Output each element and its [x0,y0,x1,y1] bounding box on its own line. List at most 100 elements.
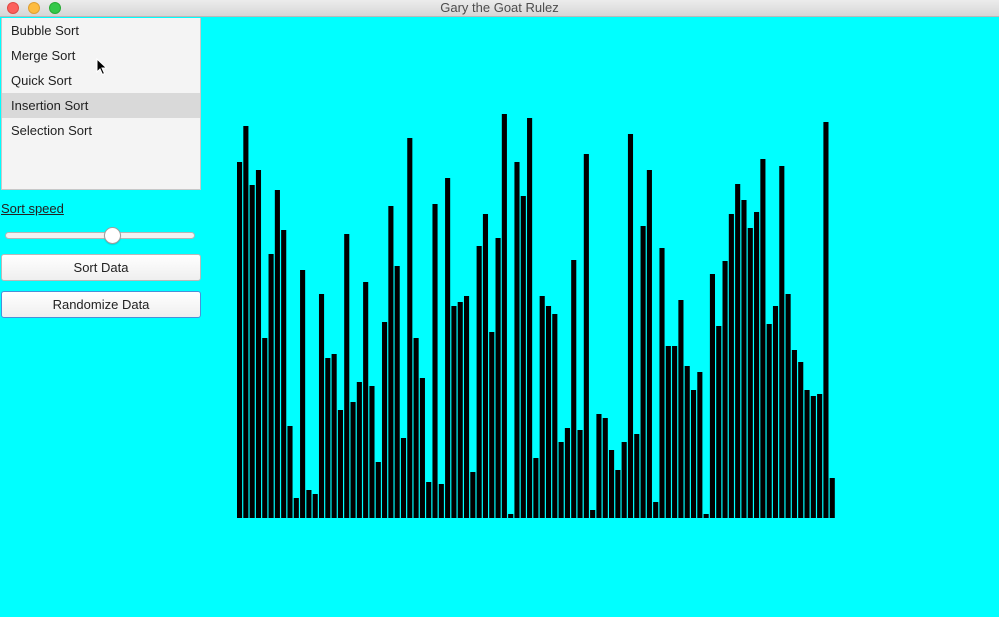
randomize-data-button[interactable]: Randomize Data [1,291,201,318]
minimize-window-button[interactable] [28,2,40,14]
sort-speed-slider-thumb[interactable] [103,227,121,244]
data-bar [394,266,400,518]
data-bar [318,294,325,518]
data-bar [772,306,779,518]
data-bar [552,314,558,518]
data-bar [716,326,722,518]
data-bar [501,114,507,518]
data-bar [520,196,526,518]
data-bar [590,510,596,518]
data-bar [306,490,312,518]
window-title: Gary the Goat Rulez [440,0,559,15]
data-bar [331,354,337,518]
data-bar [382,322,388,518]
data-bar [438,484,444,518]
data-bar [829,478,835,518]
data-bar [583,154,589,518]
data-bar [325,358,331,518]
data-bar [419,378,425,518]
data-bar [337,410,343,518]
data-bar [672,346,678,518]
algorithm-item-merge-sort[interactable]: Merge Sort [11,48,76,63]
sort-speed-slider-track[interactable] [5,232,195,239]
data-bar [754,212,760,518]
data-bar [388,206,394,518]
algorithm-item-bubble-sort[interactable]: Bubble Sort [11,23,79,38]
data-bar [268,254,274,518]
data-bar [564,428,570,518]
data-bar [262,338,268,518]
data-bar [627,134,634,518]
data-bar [249,185,255,518]
data-bar [665,346,671,518]
data-bar [678,300,684,518]
data-bar [823,122,829,518]
data-bar [293,498,299,518]
algorithm-list[interactable]: Bubble Sort Merge Sort Quick Sort Insert… [1,18,201,190]
data-bar [281,230,287,518]
data-bar [690,390,697,518]
data-bar [489,332,495,518]
data-bar [621,442,627,518]
sort-speed-label: Sort speed [1,201,64,216]
data-bar [634,434,640,518]
data-bar [785,294,791,518]
data-bar [741,200,747,518]
data-bar [735,184,741,518]
data-bar [463,296,470,518]
data-bar [791,350,797,518]
data-bar [407,138,413,518]
data-bar [369,386,375,518]
data-bar [356,382,362,518]
data-bar [432,204,438,518]
data-bar [350,402,356,518]
data-bar [445,178,451,518]
data-bar [400,438,407,518]
data-bar [571,260,577,518]
data-bar [539,296,545,518]
data-bar [482,214,489,518]
algorithm-item-insertion-sort[interactable]: Insertion Sort [2,93,200,118]
data-bar [817,394,823,518]
data-bar [577,430,583,518]
data-bar [457,302,463,518]
data-bar [640,226,646,518]
data-bar [470,472,476,518]
algorithm-item-selection-sort[interactable]: Selection Sort [11,123,92,138]
data-bar [602,418,608,518]
data-bar [451,306,457,518]
data-bar [255,170,262,518]
title-bar: Gary the Goat Rulez [0,0,999,17]
data-bar [779,166,785,518]
mouse-pointer-icon [96,58,108,76]
data-bar [312,494,318,518]
data-bar [747,228,753,518]
zoom-window-button[interactable] [49,2,61,14]
data-bar [659,248,665,518]
data-bar [697,372,703,518]
data-bar [363,282,369,518]
data-bar [375,462,381,518]
data-bar [596,414,602,518]
algorithm-item-quick-sort[interactable]: Quick Sort [11,73,72,88]
close-window-button[interactable] [7,2,19,14]
data-bar [684,366,690,518]
data-bar [274,190,280,518]
data-bar [344,234,350,518]
data-bar [709,274,715,518]
data-bar [476,246,482,518]
data-bar [508,514,514,518]
data-bar [533,458,539,518]
data-bar [760,159,766,518]
data-bar [514,162,520,518]
data-bar [426,482,432,518]
data-bar [766,324,772,518]
data-bar [300,270,306,518]
data-bar [722,261,728,518]
data-bar [558,442,564,518]
data-bar [413,338,419,518]
sort-data-button[interactable]: Sort Data [1,254,201,281]
data-bar [646,170,652,518]
data-bar [243,126,249,518]
data-bar [653,502,659,518]
